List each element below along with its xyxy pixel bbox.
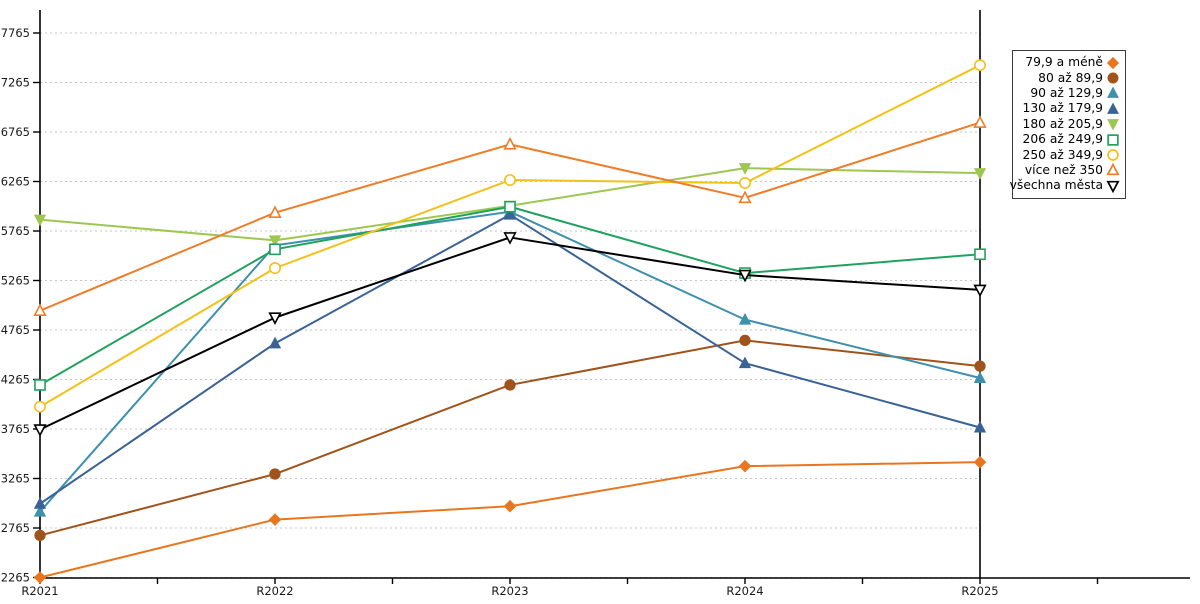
triangle-down-glyph — [1107, 119, 1119, 131]
y-tick-label: 4265 — [1, 373, 30, 387]
series-2-marker-circle-icon — [34, 529, 46, 542]
series-8-marker-triangle-up-icon — [268, 205, 282, 218]
series-6-marker-square-icon — [269, 243, 281, 256]
circle-glyph — [1107, 149, 1119, 161]
y-tick-label: 2765 — [1, 521, 30, 535]
series-7-marker-circle-icon — [269, 262, 281, 275]
legend-label: 206 až 249,9 — [1022, 132, 1103, 147]
series-8-marker-triangle-up-icon — [33, 303, 47, 316]
legend-item-3: 90 až 129,9 — [1015, 86, 1120, 101]
y-tick-label: 7265 — [1, 76, 30, 90]
legend-label: všechna města — [1009, 178, 1103, 193]
series-9-marker-triangle-down-icon — [268, 312, 282, 325]
legend: 79,9 a méně 80 až 89,9 90 až 129,9 130 až 1… — [1010, 50, 1126, 199]
x-tick-label: R2022 — [256, 584, 293, 598]
series-1-marker-diamond-icon — [33, 571, 47, 584]
legend-marker-triangle-up-icon — [1107, 102, 1119, 114]
x-tick-label: R2025 — [961, 584, 998, 598]
series-1-marker-diamond-icon — [738, 459, 752, 473]
triangle-up-glyph — [1107, 86, 1119, 99]
series-7-marker-circle-icon — [974, 59, 986, 72]
legend-marker-triangle-up-icon — [1106, 163, 1120, 176]
series-4-marker-triangle-up-icon — [268, 336, 282, 349]
series-8-marker-triangle-up-icon — [503, 137, 517, 150]
series-9-marker-triangle-down-icon — [738, 269, 752, 283]
series-6-marker-square-icon — [34, 379, 46, 391]
series-6-marker-square-icon — [504, 200, 516, 213]
series-4-marker-triangle-up-icon — [738, 356, 752, 369]
legend-marker-circle-icon — [1107, 72, 1119, 84]
series-3-marker-triangle-up-icon — [973, 371, 987, 383]
legend-item-5: 180 až 205,9 — [1015, 117, 1120, 132]
legend-item-2: 80 až 89,9 — [1015, 70, 1120, 85]
series-1-marker-diamond-icon — [503, 499, 517, 513]
series-9-marker-triangle-down-icon — [33, 424, 47, 437]
legend-item-4: 130 až 179,9 — [1015, 101, 1120, 116]
legend-marker-triangle-down-icon — [1107, 119, 1119, 131]
series-1-marker-diamond-icon — [268, 513, 282, 526]
triangle-down-glyph — [1106, 180, 1120, 194]
series-line-4 — [39, 213, 981, 505]
legend-label: 130 až 179,9 — [1022, 101, 1103, 116]
legend-label: 90 až 129,9 — [1030, 85, 1103, 100]
y-tick-label: 7765 — [1, 26, 30, 40]
series-4-marker-triangle-up-icon — [973, 420, 987, 433]
series-4-marker-triangle-up-icon — [33, 497, 47, 509]
legend-item-7: 250 až 349,9 — [1015, 147, 1120, 162]
y-tick-label: 5765 — [1, 224, 30, 238]
y-tick-label: 6765 — [1, 125, 30, 139]
series-7-marker-circle-icon — [504, 174, 516, 186]
legend-marker-diamond-icon — [1106, 56, 1120, 69]
diamond-glyph — [1106, 56, 1120, 69]
legend-marker-triangle-down-icon — [1106, 180, 1120, 194]
legend-item-8: více než 350 — [1015, 163, 1120, 178]
series-line-1 — [39, 461, 981, 579]
legend-label: 79,9 a méně — [1025, 55, 1103, 70]
legend-marker-square-icon — [1107, 133, 1119, 146]
legend-item-1: 79,9 a méně — [1015, 55, 1120, 70]
legend-label: 80 až 89,9 — [1038, 70, 1103, 85]
series-2-marker-circle-icon — [974, 360, 986, 372]
circle-glyph — [1107, 72, 1119, 84]
series-4-marker-triangle-up-icon — [503, 207, 517, 220]
legend-item-9: všechna města — [1010, 178, 1120, 194]
series-6-marker-square-icon — [974, 248, 986, 261]
y-tick-label: 3765 — [1, 422, 30, 436]
series-9-marker-triangle-down-icon — [503, 232, 517, 245]
triangle-up-glyph — [1107, 102, 1119, 114]
series-8-marker-triangle-up-icon — [973, 115, 987, 128]
y-tick-label: 2265 — [1, 571, 30, 585]
series-2-marker-circle-icon — [504, 379, 516, 391]
square-glyph — [1107, 133, 1119, 146]
legend-label: 250 až 349,9 — [1022, 147, 1103, 162]
series-1-marker-diamond-icon — [973, 455, 987, 469]
series-2-marker-circle-icon — [739, 334, 751, 347]
legend-item-6: 206 až 249,9 — [1015, 132, 1120, 147]
series-3-marker-triangle-up-icon — [33, 504, 47, 517]
series-5-marker-triangle-down-icon — [33, 214, 47, 227]
series-2-marker-circle-icon — [269, 468, 281, 480]
series-7-marker-circle-icon — [34, 400, 46, 413]
x-tick-label: R2024 — [726, 584, 763, 598]
legend-marker-triangle-up-icon — [1107, 86, 1119, 99]
x-tick-label: R2021 — [21, 584, 58, 598]
y-tick-label: 4765 — [1, 323, 30, 337]
series-7-marker-circle-icon — [739, 177, 751, 189]
series-3-marker-triangle-up-icon — [738, 312, 752, 325]
legend-label: 180 až 205,9 — [1022, 116, 1103, 131]
legend-marker-circle-icon — [1107, 149, 1119, 161]
series-5-marker-triangle-down-icon — [268, 235, 282, 248]
legend-label: více než 350 — [1024, 162, 1103, 177]
y-tick-label: 6265 — [1, 175, 30, 189]
series-5-marker-triangle-down-icon — [973, 168, 987, 180]
series-8-marker-triangle-up-icon — [738, 190, 752, 204]
series-5-marker-triangle-down-icon — [738, 163, 752, 175]
x-tick-label: R2023 — [491, 584, 528, 598]
triangle-up-glyph — [1106, 163, 1120, 176]
y-tick-label: 3265 — [1, 472, 30, 486]
y-tick-label: 5265 — [1, 274, 30, 288]
series-9-marker-triangle-down-icon — [973, 284, 987, 298]
